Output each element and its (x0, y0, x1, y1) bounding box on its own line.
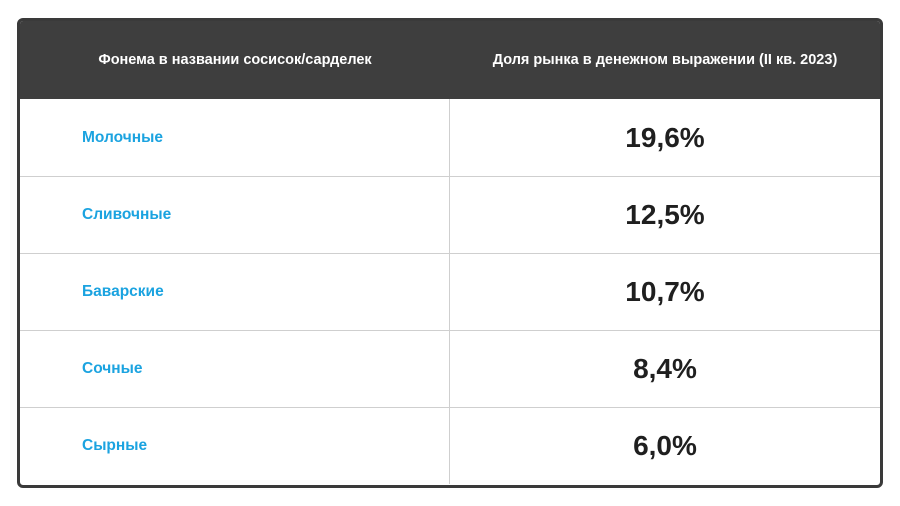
row-name: Баварские (20, 254, 450, 330)
table-row: Сочные 8,4% (20, 330, 880, 407)
row-value: 10,7% (625, 276, 705, 307)
table-body: Молочные 19,6% Сливочные 12,5% Баварские… (20, 99, 880, 484)
row-name: Молочные (20, 99, 450, 176)
row-name: Сочные (20, 331, 450, 407)
table-row: Баварские 10,7% (20, 253, 880, 330)
row-name: Сливочные (20, 177, 450, 253)
row-value: 6,0% (633, 430, 697, 461)
row-value: 19,6% (625, 121, 705, 153)
row-name: Сырные (20, 408, 450, 484)
header-market-share: Доля рынка в денежном выражении (II кв. … (492, 52, 838, 68)
market-share-table: Фонема в названии сосисок/сарделек Доля … (17, 18, 883, 488)
table-header: Фонема в названии сосисок/сарделек Доля … (20, 21, 880, 99)
table-row: Молочные 19,6% (20, 99, 880, 176)
table-row: Сырные 6,0% (20, 407, 880, 484)
table-row: Сливочные 12,5% (20, 176, 880, 253)
row-value: 8,4% (633, 353, 697, 384)
header-phoneme: Фонема в названии сосисок/сарделек (98, 52, 372, 68)
row-value: 12,5% (625, 199, 705, 230)
